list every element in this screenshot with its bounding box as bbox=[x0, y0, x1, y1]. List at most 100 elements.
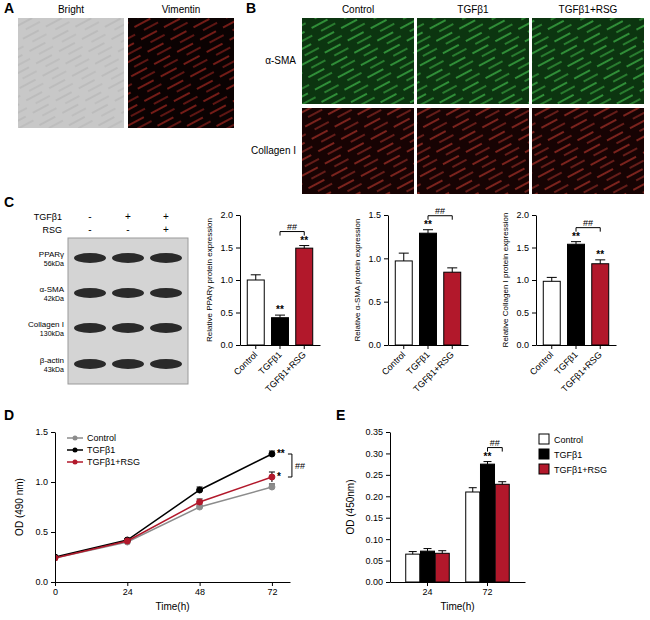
y-axis-tick-label: 0.0 bbox=[516, 340, 529, 350]
y-axis-tick-mark bbox=[386, 496, 390, 497]
y-axis-tick-mark bbox=[236, 280, 240, 281]
y-axis-tick-label: 0.10 bbox=[365, 535, 383, 545]
row-label: α-SMA bbox=[265, 55, 296, 66]
y-axis-tick: 1.5 bbox=[220, 243, 240, 253]
significance-label: ** bbox=[484, 451, 492, 462]
x-axis-tick-label: TGFβ1+RSG bbox=[263, 350, 308, 395]
x-axis-tick: 24 bbox=[422, 582, 432, 597]
y-axis-title: Relative α-SMA protein expression bbox=[353, 219, 362, 342]
y-axis-tick-label: 1.5 bbox=[35, 427, 48, 437]
error-bar bbox=[275, 315, 285, 318]
x-axis: ControlTGFβ1TGFβ1+RSG bbox=[380, 345, 469, 394]
treatment-label: TGFβ1 bbox=[34, 212, 62, 222]
y-axis-tick-label: 0.5 bbox=[220, 308, 233, 318]
error-bar bbox=[251, 275, 261, 280]
panel-a: BrightVimentin bbox=[18, 4, 234, 128]
x-axis-tick-mark bbox=[304, 345, 305, 349]
y-axis-tick: 0.30 bbox=[365, 449, 390, 459]
legend-label: TGFβ1+RSG bbox=[554, 465, 607, 475]
x-axis-tick: Control bbox=[232, 345, 260, 377]
x-axis-tick-label: 72 bbox=[267, 587, 277, 597]
x-axis-tick-mark bbox=[427, 582, 428, 586]
y-axis-tick: 0.5 bbox=[368, 297, 388, 307]
plot-marks bbox=[395, 230, 460, 345]
significance-label: ## bbox=[287, 222, 297, 232]
data-point bbox=[269, 451, 275, 457]
x-axis-title: Time(h) bbox=[155, 601, 189, 612]
y-axis-tick: 0.10 bbox=[365, 535, 390, 545]
y-axis-line bbox=[536, 216, 537, 346]
y-axis-tick: 1.0 bbox=[220, 275, 240, 285]
y-axis-title: Relative PPARγ protein expression bbox=[205, 218, 214, 342]
x-axis-tick: TGFβ1+RSG bbox=[559, 345, 604, 394]
y-axis-tick: 2.0 bbox=[220, 210, 240, 220]
blot-band bbox=[74, 359, 106, 369]
band-name: PPARγ bbox=[39, 250, 64, 259]
micrograph bbox=[128, 18, 234, 128]
y-axis-tick-mark bbox=[532, 313, 536, 314]
error-bar bbox=[484, 462, 492, 465]
panel-label: C bbox=[4, 194, 14, 210]
y-axis-tick: 0.25 bbox=[365, 470, 390, 480]
x-axis-tick-mark bbox=[576, 345, 577, 349]
significance-label: ** bbox=[572, 231, 580, 242]
y-axis-tick: 0.0 bbox=[368, 340, 388, 350]
y-axis-tick-mark bbox=[236, 215, 240, 216]
y-axis-line bbox=[240, 216, 241, 346]
bar bbox=[543, 281, 560, 345]
error-bar bbox=[269, 451, 275, 457]
bar-chart: 0.00.51.01.52.0ControlTGFβ1TGFβ1+RSGRela… bbox=[205, 210, 321, 394]
y-axis-tick-label: 0.0 bbox=[220, 340, 233, 350]
panel-b: ControlTGFβ1TGFβ1+RSGα-SMACollagen I bbox=[251, 4, 644, 194]
y-axis-tick: 0.15 bbox=[365, 513, 390, 523]
x-axis-tick-label: Control bbox=[232, 350, 260, 378]
y-axis-tick: 0.05 bbox=[365, 556, 390, 566]
x-axis-tick-label: Control bbox=[380, 350, 408, 378]
image-label: Vimentin bbox=[162, 4, 201, 15]
x-axis-tick: Control bbox=[380, 345, 408, 377]
x-axis-tick-label: TGFβ1+RSG bbox=[559, 350, 604, 395]
legend-label: Control bbox=[554, 435, 583, 445]
band-size: 56kDa bbox=[44, 260, 64, 267]
plot-marks bbox=[55, 451, 275, 561]
y-axis-tick-label: 0.30 bbox=[365, 449, 383, 459]
series-line bbox=[55, 487, 272, 558]
data-point bbox=[124, 537, 130, 543]
significance-label: * bbox=[277, 471, 281, 482]
bar bbox=[495, 484, 509, 582]
y-axis-tick: 0.5 bbox=[220, 308, 240, 318]
blot-band bbox=[112, 253, 144, 263]
y-axis-tick-label: 0.20 bbox=[365, 492, 383, 502]
y-axis-tick: 2.0 bbox=[516, 210, 536, 220]
error-bar bbox=[547, 277, 557, 281]
blot-band bbox=[150, 359, 182, 369]
y-axis-tick-mark bbox=[386, 561, 390, 562]
bar bbox=[592, 264, 609, 345]
y-axis-tick-label: 0.35 bbox=[365, 427, 383, 437]
y-axis-tick: 1.0 bbox=[35, 477, 55, 487]
treatment-sign: - bbox=[88, 224, 91, 235]
y-axis-tick-label: 1.5 bbox=[220, 243, 233, 253]
x-axis-tick-label: 72 bbox=[482, 587, 492, 597]
blot-band bbox=[150, 253, 182, 263]
blot-band bbox=[74, 323, 106, 333]
y-axis-tick: 1.5 bbox=[35, 427, 55, 437]
column-label: Control bbox=[342, 4, 374, 15]
y-axis-tick: 0.20 bbox=[365, 492, 390, 502]
treatment-sign: + bbox=[125, 211, 131, 222]
y-axis-tick-mark bbox=[386, 582, 390, 583]
column-label: TGFβ1+RSG bbox=[559, 4, 618, 15]
plot-marks bbox=[406, 462, 510, 582]
x-axis-tick-mark bbox=[452, 345, 453, 349]
y-axis-tick-mark bbox=[236, 248, 240, 249]
significance-bracket bbox=[288, 454, 292, 477]
y-axis-tick-mark bbox=[532, 280, 536, 281]
x-axis-tick-mark bbox=[255, 345, 256, 349]
error-bar bbox=[197, 505, 203, 509]
band-name: Collagen I bbox=[28, 320, 64, 329]
y-axis-tick-mark bbox=[386, 475, 390, 476]
significance-label: ** bbox=[596, 249, 604, 260]
error-bar bbox=[423, 230, 433, 233]
legend-swatch bbox=[539, 434, 549, 444]
micrograph bbox=[417, 18, 529, 104]
